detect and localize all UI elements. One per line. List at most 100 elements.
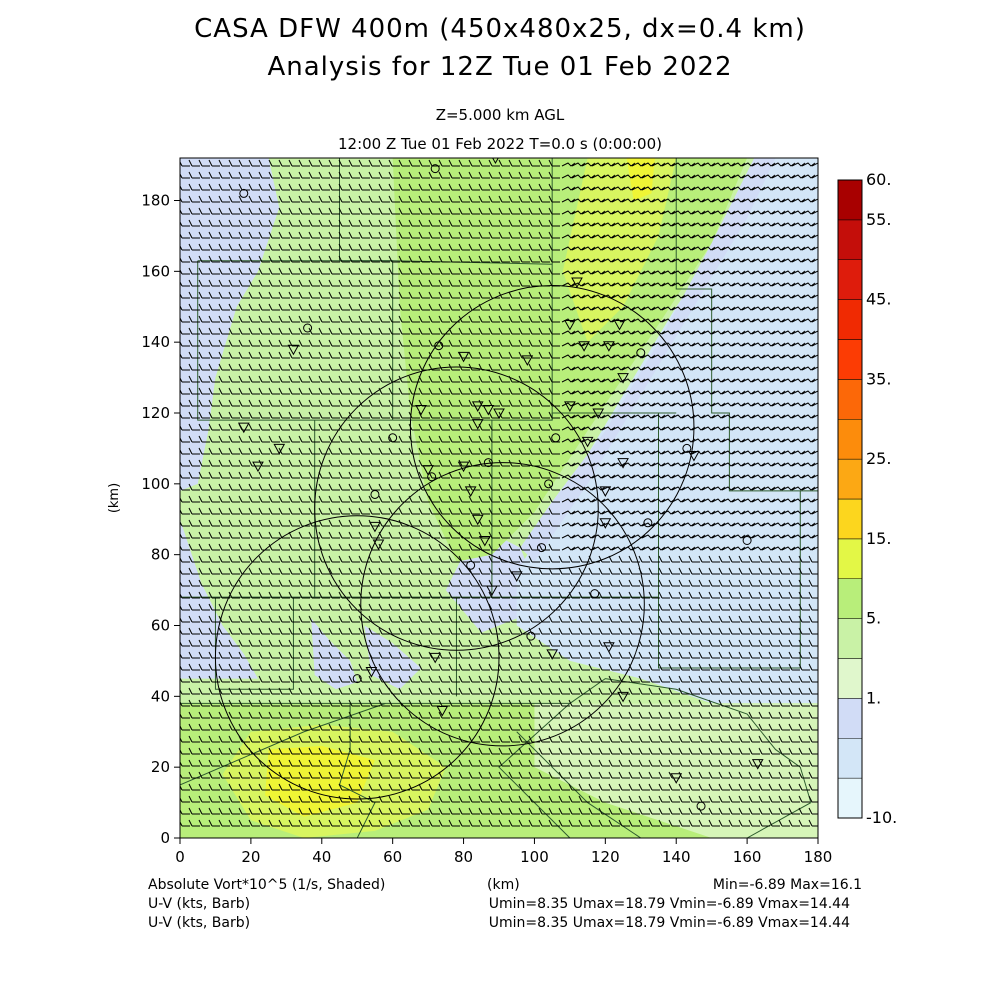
station-circle-18: [352, 674, 362, 684]
colorbar-swatch-7: [837, 538, 863, 579]
station-circle-16: [526, 631, 536, 641]
x-tick-label-100: 100: [520, 848, 549, 866]
colorbar-swatch-1: [837, 777, 863, 819]
x-tick-label-120: 120: [591, 848, 620, 866]
station-circle-14: [537, 543, 547, 553]
y-tick-label-40: 40: [151, 687, 170, 705]
station-circle-10: [551, 433, 561, 443]
x-tick-label-80: 80: [454, 848, 473, 866]
level-label: Z=5.000 km AGL: [435, 106, 565, 124]
station-triangle-13: [478, 536, 491, 547]
station-triangle-15: [482, 404, 495, 416]
barb-stats-1: Umin=8.35 Umax=18.79 Vmin=-6.89 Vmax=14.…: [488, 896, 850, 912]
station-circle-8: [483, 458, 493, 468]
y-axis-label: (km): [107, 483, 122, 513]
station-circle-6: [370, 489, 380, 499]
y-tick-label-140: 140: [141, 333, 170, 351]
station-triangle-39: [670, 773, 683, 784]
yellowgreen-region-n: [562, 158, 677, 343]
station-triangle-14: [471, 401, 484, 412]
time-label: 12:00 Z Tue 01 Feb 2022 T=0.0 s (0:00:00…: [337, 135, 663, 153]
station-triangle-29: [599, 486, 612, 497]
barb-stats-2: Umin=8.35 Umax=18.79 Vmin=-6.89 Vmax=14.…: [488, 915, 850, 931]
station-circle-4: [434, 341, 444, 351]
y-tick-label-60: 60: [151, 617, 170, 635]
station-circle-9: [544, 479, 554, 489]
station-circle-20: [636, 348, 646, 358]
station-triangle-21: [578, 341, 590, 352]
wind-barbs: [180, 159, 818, 827]
y-tick-label-80: 80: [151, 546, 170, 564]
station-triangle-20: [564, 319, 576, 331]
station-triangle-32: [486, 585, 498, 597]
station-triangle-19: [571, 277, 583, 288]
station-triangle-10: [457, 461, 470, 473]
colorbar-swatch-13: [837, 299, 863, 340]
station-circle-3: [303, 323, 313, 333]
colorbar: 60. 55. 45. 35. 25. 15. 5. 1. -10.: [837, 170, 897, 827]
x-axis: 0 20 40 60 80 100 120 140 160 180: [175, 838, 832, 866]
station-circle-1: [239, 188, 249, 198]
station-triangle-22: [613, 319, 626, 331]
x-tick-label-0: 0: [175, 848, 185, 866]
station-triangle-28: [617, 458, 629, 469]
colorbar-label-3: 45.: [866, 290, 891, 309]
station-circle-2: [430, 164, 440, 174]
plot-frame: [179, 157, 819, 839]
station-circle-11: [682, 443, 692, 453]
station-circle-13: [742, 536, 752, 545]
radar-ring-4: [214, 515, 500, 800]
station-markers: [237, 158, 764, 811]
colorbar-swatch-11: [837, 379, 863, 420]
station-triangle-30: [599, 518, 612, 529]
station-triangle-3: [273, 443, 286, 455]
colorbar-label-4: 35.: [866, 369, 891, 388]
colorbar-label-5: 25.: [866, 449, 891, 468]
colorbar-swatch-5: [837, 618, 863, 659]
station-triangle-35: [436, 706, 449, 717]
figure-subtitle: Analysis for 12Z Tue 01 Feb 2022: [267, 52, 733, 82]
y-tick-label-0: 0: [160, 829, 170, 847]
vorticity-shading: [180, 158, 818, 838]
y-tick-label-180: 180: [141, 192, 170, 210]
x-tick-label-180: 180: [804, 848, 833, 866]
station-triangle-31: [510, 571, 523, 582]
station-triangle-9: [457, 351, 470, 363]
station-triangle-12: [471, 514, 484, 526]
colorbar-swatch-3: [837, 698, 863, 739]
y-tick-label-100: 100: [141, 475, 170, 493]
station-triangle-34: [365, 667, 378, 678]
minmax-label: Min=-6.89 Max=16.1: [712, 877, 862, 893]
x-tick-label-20: 20: [241, 848, 260, 866]
y-tick-label-160: 160: [141, 262, 170, 280]
colorbar-swatch-12: [837, 339, 863, 380]
station-triangle-36: [546, 649, 559, 660]
station-triangle-42: [688, 451, 700, 462]
county-line-3: [197, 260, 393, 421]
barb-label-2: U-V (kts, Barb): [148, 915, 251, 931]
field-label: Absolute Vort*10^5 (1/s, Shaded): [148, 877, 386, 893]
colorbar-swatch-15: [837, 219, 863, 260]
radar-ring-3: [360, 462, 645, 747]
colorbar-swatch-9: [837, 458, 863, 500]
county-line-14: [180, 702, 572, 838]
station-circle-19: [696, 801, 706, 811]
colorbar-swatch-16: [837, 179, 863, 221]
y-tick-label-120: 120: [141, 404, 170, 422]
colorbar-swatch-10: [837, 419, 863, 460]
colorbar-label-9: -10.: [866, 808, 897, 827]
colorbar-label-6: 15.: [866, 529, 891, 548]
station-triangle-5: [415, 404, 427, 416]
lavender-region-nw: [180, 158, 280, 491]
x-tick-label-140: 140: [662, 848, 691, 866]
y-tick-label-20: 20: [151, 758, 170, 776]
station-triangle-16: [493, 408, 505, 420]
colorbar-label-8: 1.: [866, 688, 881, 707]
station-circle-17: [590, 589, 600, 599]
unit-label: (km): [487, 877, 520, 893]
station-triangle-40: [751, 759, 764, 770]
wind-barb-field: [180, 159, 818, 827]
county-line-7: [675, 158, 818, 492]
yellow-region-n: [626, 158, 655, 201]
colorbar-label-1: 60.: [866, 170, 891, 189]
